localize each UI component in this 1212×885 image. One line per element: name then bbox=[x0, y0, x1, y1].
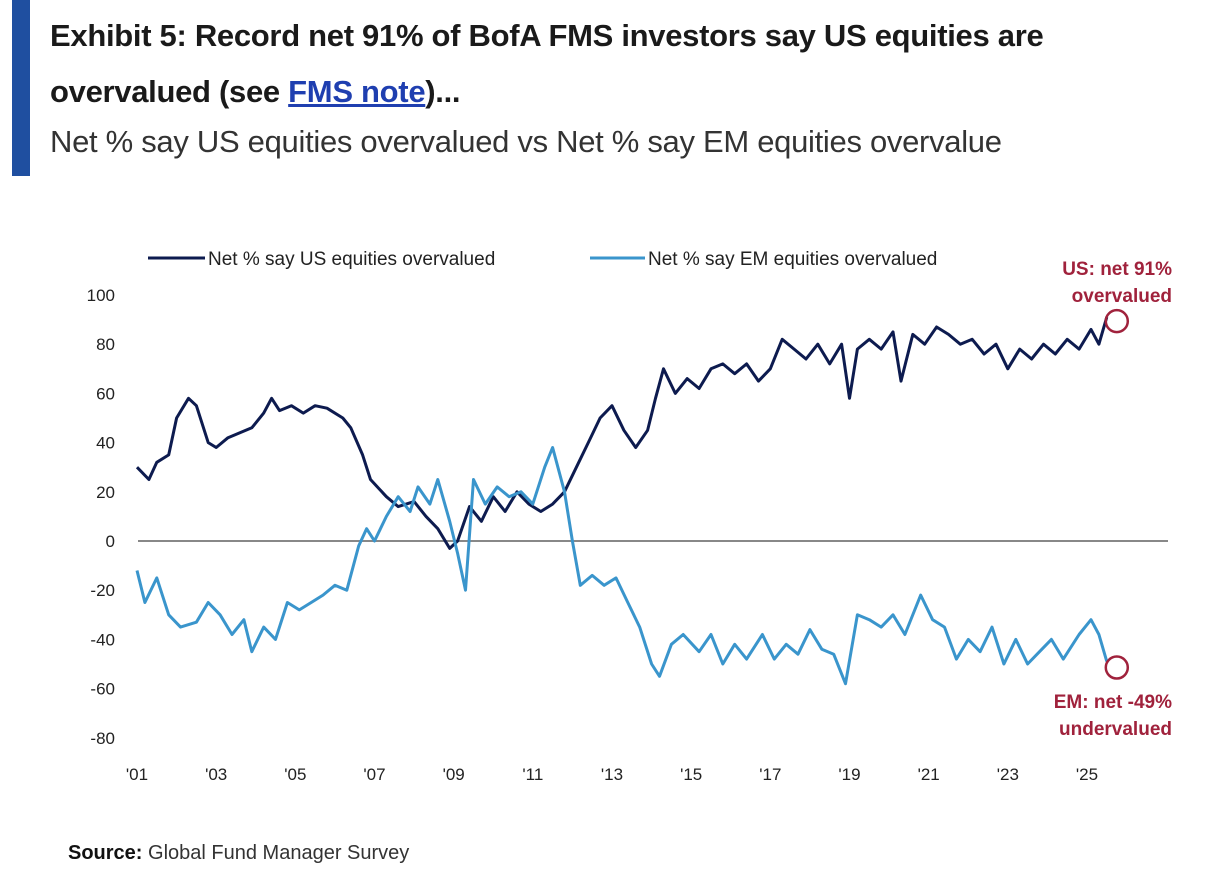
y-tick-label: 20 bbox=[96, 483, 115, 502]
source-note: Source: Global Fund Manager Survey bbox=[68, 842, 409, 865]
legend: Net % say US equities overvalued Net % s… bbox=[148, 249, 937, 270]
source-label: Source: bbox=[68, 842, 143, 864]
legend-em-label: Net % say EM equities overvalued bbox=[648, 249, 937, 270]
y-tick-label: 100 bbox=[87, 286, 115, 305]
accent-bar bbox=[12, 0, 30, 176]
x-tick-label: '17 bbox=[759, 765, 781, 784]
x-tick-label: '09 bbox=[443, 765, 465, 784]
em-series-line bbox=[135, 446, 1109, 686]
subtitle: Net % say US equities overvalued vs Net … bbox=[50, 124, 1002, 159]
legend-us-label: Net % say US equities overvalued bbox=[208, 249, 495, 270]
y-tick-label: -20 bbox=[90, 581, 115, 600]
y-tick-label: 40 bbox=[96, 434, 115, 453]
x-tick-label: '15 bbox=[680, 765, 702, 784]
title-text: Exhibit 5: Record net 91% of BofA FMS in… bbox=[50, 18, 1044, 109]
source-text: Global Fund Manager Survey bbox=[148, 842, 410, 864]
x-tick-label: '01 bbox=[126, 765, 148, 784]
annotation-line1: EM: net -49% bbox=[1054, 692, 1172, 713]
annotation-line2: undervalued bbox=[1059, 719, 1172, 740]
x-tick-label: '03 bbox=[205, 765, 227, 784]
highlight-circle bbox=[1104, 308, 1130, 334]
page-title: Exhibit 5: Record net 91% of BofA FMS in… bbox=[50, 8, 1190, 120]
x-tick-label: '11 bbox=[522, 765, 543, 784]
y-tick-label: 0 bbox=[106, 532, 115, 551]
y-tick-label: -80 bbox=[90, 729, 115, 748]
y-tick-label: -60 bbox=[90, 680, 115, 699]
x-tick-label: '25 bbox=[1076, 765, 1098, 784]
x-tick-label: '23 bbox=[997, 765, 1019, 784]
fms-note-link[interactable]: FMS note bbox=[288, 74, 426, 109]
x-tick-label: '19 bbox=[838, 765, 860, 784]
x-tick-label: '07 bbox=[363, 765, 385, 784]
y-tick-label: 60 bbox=[96, 384, 115, 403]
x-tick-label: '21 bbox=[918, 765, 940, 784]
us-series-line bbox=[135, 316, 1109, 550]
highlight-circle bbox=[1104, 655, 1130, 680]
y-tick-label: 80 bbox=[96, 335, 115, 354]
x-tick-label: '05 bbox=[284, 765, 306, 784]
annotation-line1: US: net 91% bbox=[1062, 259, 1172, 280]
x-tick-label: '13 bbox=[601, 765, 623, 784]
title-suffix: )... bbox=[425, 74, 461, 109]
annotation-line2: overvalued bbox=[1072, 286, 1172, 307]
y-tick-label: -40 bbox=[90, 630, 115, 649]
